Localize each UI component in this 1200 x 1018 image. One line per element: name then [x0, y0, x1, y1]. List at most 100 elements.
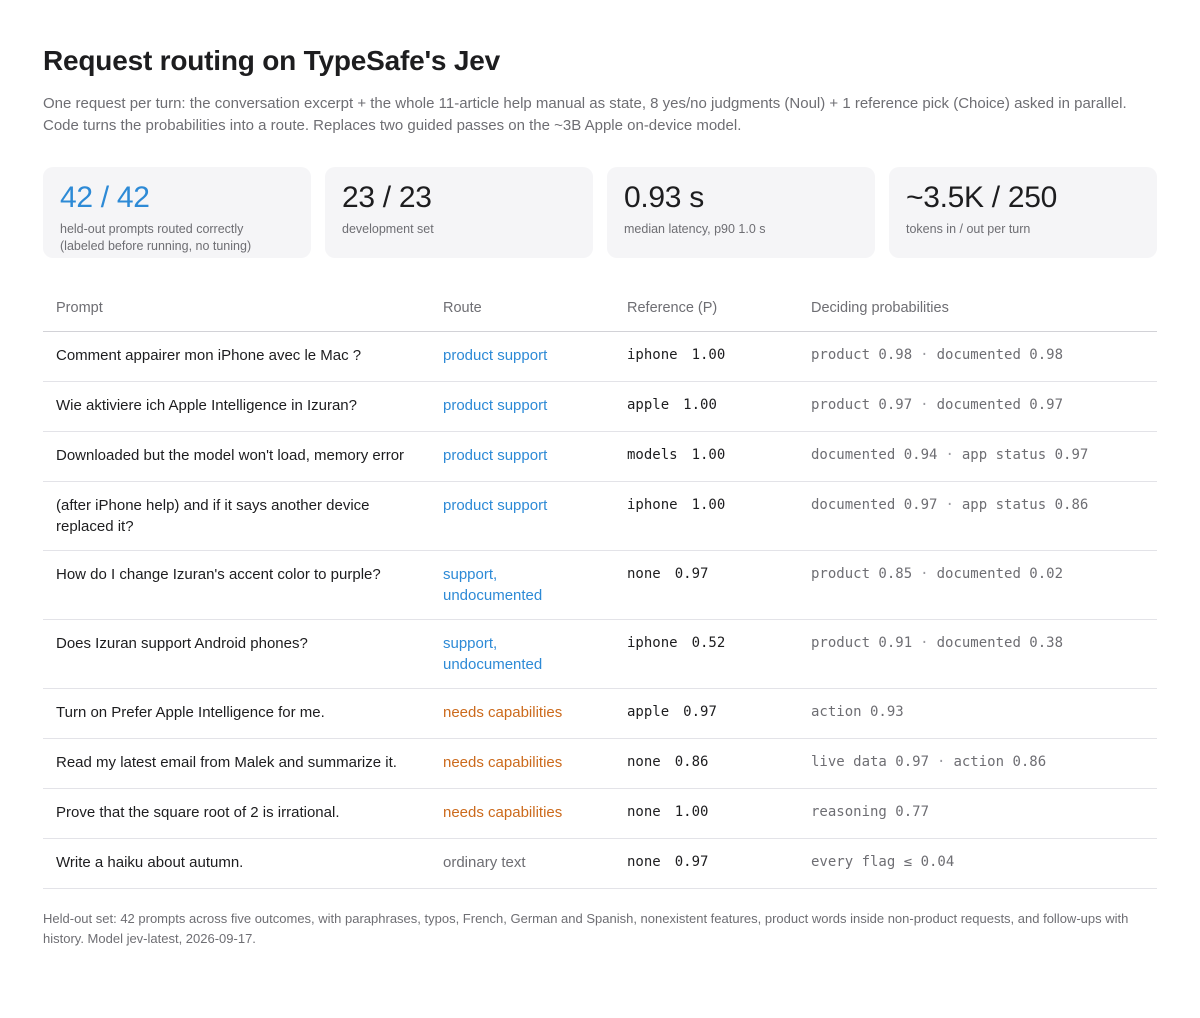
cell-route: needs capabilities — [430, 688, 614, 739]
cell-route: product support — [430, 431, 614, 482]
cell-prompt: Comment appairer mon iPhone avec le Mac … — [43, 331, 430, 382]
probability-secondary: documented 0.97 — [936, 397, 1064, 413]
page: Request routing on TypeSafe's Jev One re… — [43, 45, 1157, 946]
cell-prompt: (after iPhone help) and if it says anoth… — [43, 481, 430, 551]
probability-secondary: documented 0.38 — [936, 635, 1064, 651]
reference-probability: 0.86 — [674, 754, 709, 770]
cell-prompt: Does Izuran support Android phones? — [43, 619, 430, 689]
cell-probabilities: product 0.91 · documented 0.38 — [798, 619, 1157, 689]
reference-name: none — [627, 754, 661, 770]
reference-probability: 1.00 — [691, 497, 726, 513]
page-title: Request routing on TypeSafe's Jev — [43, 45, 500, 76]
probability-secondary: documented 0.98 — [936, 347, 1064, 363]
probability-secondary: documented 0.02 — [936, 566, 1064, 582]
page-subtitle: One request per turn: the conversation e… — [43, 95, 1127, 134]
cell-reference: none 1.00 — [614, 788, 798, 839]
cell-reference: iphone 1.00 — [614, 481, 798, 551]
probability-primary: product 0.91 — [811, 635, 913, 651]
probability-separator: · — [920, 347, 929, 363]
reference-probability: 1.00 — [674, 804, 709, 820]
stat-label: tokens in / out per turn — [906, 222, 1031, 236]
probability-separator: · — [945, 447, 954, 463]
reference-name: apple — [627, 704, 670, 720]
cell-prompt: Turn on Prefer Apple Intelligence for me… — [43, 688, 430, 739]
route-label: support, undocumented — [443, 566, 543, 604]
probability-separator: · — [937, 754, 946, 770]
column-header-probabilities: Deciding probabilities — [798, 290, 1157, 332]
cell-reference: none 0.97 — [614, 550, 798, 620]
cell-reference: apple 0.97 — [614, 688, 798, 739]
reference-probability: 0.52 — [691, 635, 726, 651]
column-header-reference: Reference (P) — [614, 290, 798, 332]
table-row: Wie aktiviere ich Apple Intelligence in … — [43, 381, 1157, 432]
stat-value: 0.93 s — [624, 181, 704, 214]
cell-probabilities: product 0.97 · documented 0.97 — [798, 381, 1157, 432]
cell-probabilities: product 0.85 · documented 0.02 — [798, 550, 1157, 620]
cell-probabilities: live data 0.97 · action 0.86 — [798, 738, 1157, 789]
table-row: Write a haiku about autumn. ordinary text… — [43, 838, 1157, 889]
cell-prompt: Write a haiku about autumn. — [43, 838, 430, 889]
column-header-route: Route — [430, 290, 614, 332]
reference-probability: 1.00 — [691, 347, 726, 363]
table-row: (after iPhone help) and if it says anoth… — [43, 481, 1157, 551]
route-label: needs capabilities — [443, 804, 563, 821]
cell-reference: none 0.86 — [614, 738, 798, 789]
probability-secondary: app status 0.86 — [961, 497, 1089, 513]
stat-card-heldout: 42 / 42 held-out prompts routed correctl… — [43, 167, 311, 258]
probability-primary: documented 0.97 — [811, 497, 938, 513]
probability-secondary: app status 0.97 — [961, 447, 1089, 463]
cell-route: support, undocumented — [430, 550, 614, 620]
probability-primary: every flag ≤ 0.04 — [811, 854, 955, 870]
reference-name: none — [627, 804, 661, 820]
route-label: product support — [443, 347, 548, 364]
stat-value: ~3.5K / 250 — [906, 181, 1057, 214]
route-label: needs capabilities — [443, 704, 563, 721]
column-header-prompt: Prompt — [43, 290, 430, 332]
cell-route: ordinary text — [430, 838, 614, 889]
probability-primary: live data 0.97 — [811, 754, 930, 770]
probability-primary: product 0.97 — [811, 397, 913, 413]
probability-primary: product 0.98 — [811, 347, 913, 363]
cell-route: support, undocumented — [430, 619, 614, 689]
table-row: Does Izuran support Android phones? suppo… — [43, 619, 1157, 689]
cell-prompt: Prove that the square root of 2 is irrat… — [43, 788, 430, 839]
reference-name: iphone — [627, 347, 678, 363]
stat-label: development set — [342, 222, 434, 236]
cell-route: product support — [430, 331, 614, 382]
table-header-row: Prompt Route Reference (P) Deciding prob… — [43, 290, 1157, 332]
route-label: product support — [443, 447, 548, 464]
reference-probability: 0.97 — [674, 854, 709, 870]
stat-value: 23 / 23 — [342, 181, 432, 214]
reference-name: iphone — [627, 635, 678, 651]
table-row: How do I change Izuran's accent color to… — [43, 550, 1157, 620]
stat-label: median latency, p90 1.0 s — [624, 222, 766, 236]
cell-reference: iphone 1.00 — [614, 331, 798, 382]
stat-card-latency: 0.93 s median latency, p90 1.0 s — [607, 167, 875, 258]
probability-primary: product 0.85 — [811, 566, 913, 582]
probability-secondary: action 0.86 — [953, 754, 1047, 770]
cell-reference: iphone 0.52 — [614, 619, 798, 689]
probability-separator: · — [920, 635, 929, 651]
cell-probabilities: documented 0.94 · app status 0.97 — [798, 431, 1157, 482]
stat-card-devset: 23 / 23 development set — [325, 167, 593, 258]
probability-primary: action 0.93 — [811, 704, 904, 720]
reference-probability: 0.97 — [674, 566, 709, 582]
reference-name: none — [627, 854, 661, 870]
reference-probability: 1.00 — [683, 397, 717, 413]
probability-primary: documented 0.94 — [811, 447, 938, 463]
probability-primary: reasoning 0.77 — [811, 804, 930, 820]
cell-prompt: Downloaded but the model won't load, mem… — [43, 431, 430, 482]
reference-probability: 1.00 — [691, 447, 726, 463]
cell-reference: apple 1.00 — [614, 381, 798, 432]
reference-name: apple — [627, 397, 670, 413]
probability-separator: · — [945, 497, 954, 513]
probability-separator: · — [920, 397, 929, 413]
reference-name: none — [627, 566, 661, 582]
table-row: Prove that the square root of 2 is irrat… — [43, 788, 1157, 839]
stat-card-tokens: ~3.5K / 250 tokens in / out per turn — [889, 167, 1157, 258]
cell-reference: none 0.97 — [614, 838, 798, 889]
route-label: ordinary text — [443, 854, 526, 871]
cell-prompt: Read my latest email from Malek and summ… — [43, 738, 430, 789]
stat-label-line: (labeled before running, no tuning) — [60, 239, 252, 253]
cell-prompt: How do I change Izuran's accent color to… — [43, 550, 430, 620]
